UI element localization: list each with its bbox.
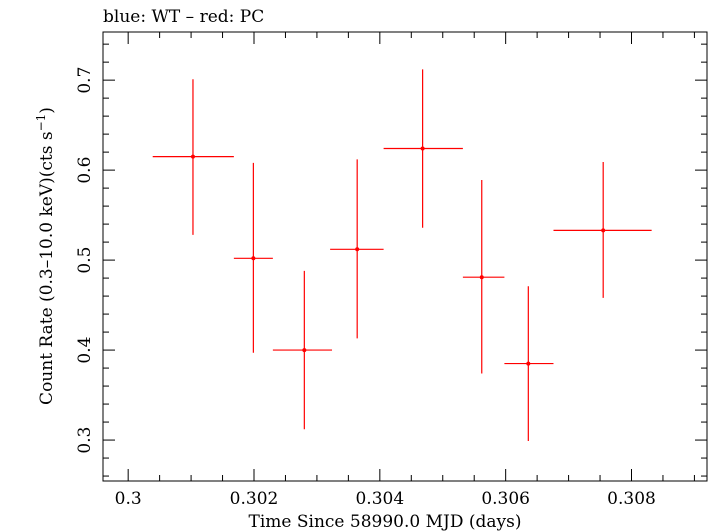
data-point — [272, 270, 333, 430]
x-tick-label: 0.3 — [115, 489, 142, 509]
y-axis-label: Count Rate (0.3–10.0 keV)(cts s−1) — [34, 107, 57, 405]
x-tick-label: 0.306 — [481, 489, 530, 509]
axis-ticks — [103, 32, 707, 481]
y-tick-label: 0.3 — [75, 427, 95, 454]
y-tick-label: 0.4 — [75, 337, 95, 364]
y-tick-label: 0.7 — [75, 67, 95, 94]
data-point — [504, 286, 554, 441]
data-points — [152, 69, 652, 441]
point-marker — [526, 361, 531, 366]
y-tick-label: 0.6 — [75, 157, 95, 184]
data-point — [383, 69, 463, 228]
point-marker — [479, 275, 484, 280]
point-marker — [251, 256, 256, 261]
point-marker — [355, 247, 360, 252]
chart-title: blue: WT – red: PC — [103, 7, 264, 27]
y-tick-label: 0.5 — [75, 247, 95, 274]
y-axis-label-close: ) — [37, 107, 57, 114]
axis-tick-labels: 0.3 0.302 0.304 0.306 0.308 0.3 0.4 0.5 0.6 0.7 — [75, 67, 656, 509]
point-marker — [420, 146, 425, 151]
data-point — [152, 79, 234, 235]
x-axis-label: Time Since 58990.0 MJD (days) — [249, 512, 522, 532]
point-marker — [601, 228, 606, 233]
data-point — [233, 162, 273, 353]
y-axis-label-main: Count Rate (0.3–10.0 keV)(cts s — [37, 131, 57, 405]
data-point — [330, 159, 384, 339]
data-point — [553, 162, 652, 298]
x-tick-label: 0.302 — [230, 489, 279, 509]
plot-frame — [102, 31, 708, 482]
point-marker — [302, 348, 307, 353]
x-tick-label: 0.308 — [607, 489, 656, 509]
data-point — [462, 180, 505, 374]
y-axis-label-exponent: −1 — [34, 114, 48, 132]
x-tick-label: 0.304 — [355, 489, 404, 509]
point-marker — [190, 154, 195, 159]
